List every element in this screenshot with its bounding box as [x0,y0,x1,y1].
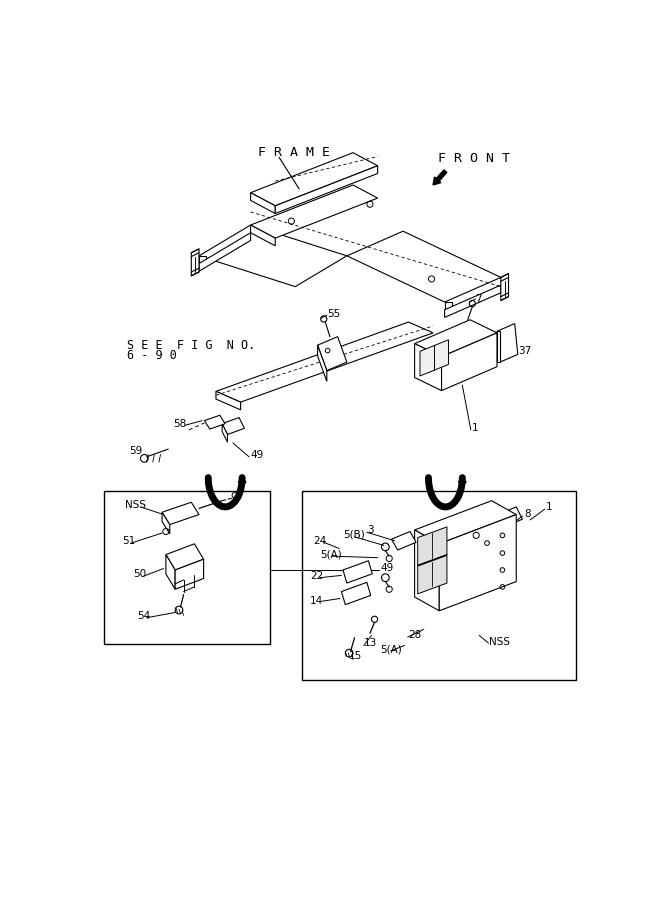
Text: 14: 14 [310,596,323,606]
Text: 8: 8 [524,508,530,518]
Polygon shape [216,392,241,410]
Polygon shape [317,337,347,371]
Text: S E E  F I G  N O.: S E E F I G N O. [127,338,255,352]
Polygon shape [501,274,508,301]
Text: F R A M E: F R A M E [258,146,330,159]
Polygon shape [440,515,516,611]
Polygon shape [445,285,501,318]
Text: 54: 54 [137,611,151,621]
Polygon shape [342,582,371,605]
Text: 15: 15 [348,652,362,662]
Polygon shape [347,231,501,302]
Polygon shape [497,331,500,362]
Polygon shape [343,561,372,583]
Text: NSS: NSS [490,636,510,646]
Text: 7: 7 [475,294,482,304]
Polygon shape [166,544,203,570]
Text: 28: 28 [408,631,422,641]
Text: 22: 22 [310,572,323,581]
Polygon shape [415,500,516,544]
Polygon shape [199,233,251,271]
Polygon shape [175,559,203,590]
Text: 58: 58 [173,418,187,428]
Text: 50: 50 [133,569,146,579]
Polygon shape [166,554,175,590]
Polygon shape [495,507,522,528]
Polygon shape [392,532,416,550]
Polygon shape [251,193,275,213]
Text: 1: 1 [472,423,478,433]
Text: 24: 24 [313,536,327,545]
Polygon shape [415,320,497,356]
Polygon shape [442,333,497,391]
FancyArrow shape [458,478,466,488]
Polygon shape [251,185,378,238]
Polygon shape [191,249,199,276]
FancyArrow shape [238,478,246,488]
Text: 59: 59 [129,446,142,455]
Text: 49: 49 [251,449,264,460]
Text: NSS: NSS [125,500,146,509]
Text: 5(A): 5(A) [380,644,402,654]
Polygon shape [216,322,433,402]
Polygon shape [222,418,244,435]
Bar [104,491,270,644]
Text: 5(B): 5(B) [343,529,365,540]
Polygon shape [162,502,199,525]
Text: 49: 49 [380,563,394,573]
Polygon shape [275,166,378,213]
Polygon shape [317,346,327,382]
Polygon shape [415,344,442,391]
Text: 3: 3 [368,525,374,535]
Polygon shape [199,225,347,286]
Polygon shape [445,302,452,310]
Text: 1: 1 [546,502,552,512]
Polygon shape [418,555,447,594]
Text: 55: 55 [327,310,340,320]
Bar [302,491,576,680]
Polygon shape [162,512,169,534]
Polygon shape [222,424,227,442]
Polygon shape [415,530,440,611]
FancyArrow shape [433,170,447,185]
Polygon shape [199,256,206,264]
Polygon shape [420,340,448,376]
Text: 37: 37 [518,346,531,356]
Polygon shape [251,225,275,246]
Text: 13: 13 [364,638,377,648]
Text: 51: 51 [122,536,135,545]
Polygon shape [251,153,378,206]
Text: 6 - 9 0: 6 - 9 0 [127,349,177,363]
Text: F R O N T: F R O N T [438,151,510,165]
Polygon shape [497,324,518,362]
Polygon shape [418,526,447,565]
Text: 5(A): 5(A) [320,550,342,560]
Polygon shape [204,415,225,429]
